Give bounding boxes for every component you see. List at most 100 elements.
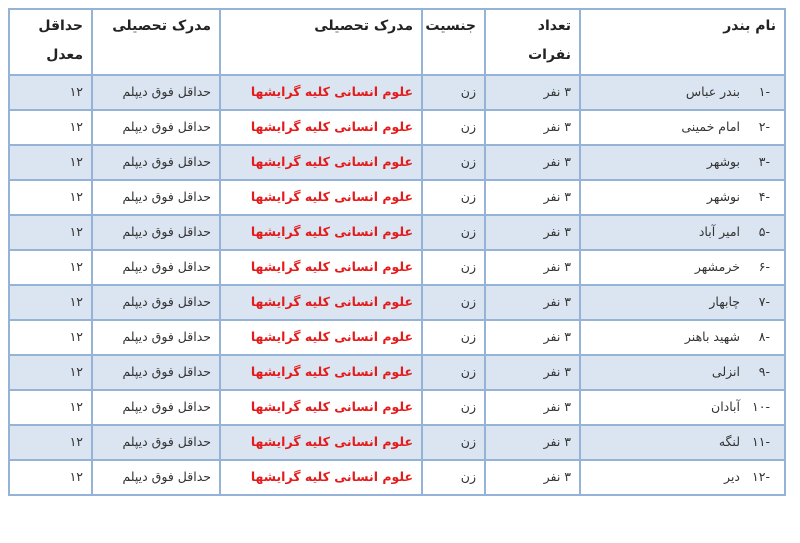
degree-cell: حداقل فوق دیپلم — [91, 389, 221, 426]
count-cell: ۳ نفر — [484, 424, 581, 461]
header-gender: جنسیت — [421, 8, 486, 76]
gender-cell: زن — [421, 389, 486, 426]
gpa-cell: ۱۲ — [8, 284, 93, 321]
gender-cell: زن — [421, 74, 486, 111]
table-row: -۴ نوشهر ۳ نفر زن علوم انسانی کلیه گرایشها حد… — [8, 179, 786, 216]
gender-cell: زن — [421, 459, 486, 496]
table-row: -۱۲ دیر ۳ نفر زن علوم انسانی کلیه گرایشها حدا… — [8, 459, 786, 496]
gender-cell: زن — [421, 354, 486, 391]
count-cell: ۳ نفر — [484, 214, 581, 251]
port-name: بوشهر — [706, 154, 740, 169]
row-number: -۱۱ — [752, 434, 770, 449]
gpa-cell: ۱۲ — [8, 459, 93, 496]
count-cell: ۳ نفر — [484, 109, 581, 146]
degree-cell: حداقل فوق دیپلم — [91, 214, 221, 251]
table-row: -۹ انزلی ۳ نفر زن علوم انسانی کلیه گرایشها حد… — [8, 354, 786, 391]
row-number: -۷ — [758, 294, 770, 309]
ports-table: نام بندر تعداد نفرات جنسیت مدرک تحصیلی م… — [8, 8, 786, 496]
field-cell: علوم انسانی کلیه گرایشها — [219, 319, 423, 356]
port-name: بندر عباس — [685, 84, 740, 99]
gpa-cell: ۱۲ — [8, 249, 93, 286]
table-row: -۱۰ آبادان ۳ نفر زن علوم انسانی کلیه گرایشها… — [8, 389, 786, 426]
field-cell: علوم انسانی کلیه گرایشها — [219, 179, 423, 216]
field-cell: علوم انسانی کلیه گرایشها — [219, 109, 423, 146]
table-row: -۵ امیر آباد ۳ نفر زن علوم انسانی کلیه گرایش… — [8, 214, 786, 251]
degree-cell: حداقل فوق دیپلم — [91, 249, 221, 286]
port-cell: -۱۱ لنگه — [579, 424, 786, 461]
row-number: -۶ — [758, 259, 770, 274]
gender-cell: زن — [421, 179, 486, 216]
row-number: -۳ — [758, 154, 770, 169]
table-row: -۱۱ لنگه ۳ نفر زن علوم انسانی کلیه گرایشها حد… — [8, 424, 786, 461]
gender-cell: زن — [421, 424, 486, 461]
row-number: -۵ — [758, 224, 770, 239]
count-cell: ۳ نفر — [484, 389, 581, 426]
gpa-cell: ۱۲ — [8, 354, 93, 391]
port-cell: -۲ امام خمینی — [579, 109, 786, 146]
port-cell: -۷ چابهار — [579, 284, 786, 321]
gender-cell: زن — [421, 249, 486, 286]
count-cell: ۳ نفر — [484, 179, 581, 216]
count-cell: ۳ نفر — [484, 354, 581, 391]
degree-cell: حداقل فوق دیپلم — [91, 144, 221, 181]
degree-cell: حداقل فوق دیپلم — [91, 179, 221, 216]
gpa-cell: ۱۲ — [8, 214, 93, 251]
header-port-name: نام بندر — [579, 8, 786, 76]
port-name: خرمشهر — [694, 259, 740, 274]
count-cell: ۳ نفر — [484, 319, 581, 356]
table-row: -۷ چابهار ۳ نفر زن علوم انسانی کلیه گرایشها ح… — [8, 284, 786, 321]
port-name: لنگه — [718, 434, 740, 449]
degree-cell: حداقل فوق دیپلم — [91, 109, 221, 146]
port-cell: -۹ انزلی — [579, 354, 786, 391]
degree-cell: حداقل فوق دیپلم — [91, 459, 221, 496]
field-cell: علوم انسانی کلیه گرایشها — [219, 214, 423, 251]
count-cell: ۳ نفر — [484, 284, 581, 321]
port-cell: -۳ بوشهر — [579, 144, 786, 181]
gender-cell: زن — [421, 284, 486, 321]
row-number: -۱ — [758, 84, 770, 99]
gpa-cell: ۱۲ — [8, 74, 93, 111]
port-cell: -۱۲ دیر — [579, 459, 786, 496]
port-name: انزلی — [711, 364, 740, 379]
table-row: -۳ بوشهر ۳ نفر زن علوم انسانی کلیه گرایشها حد… — [8, 144, 786, 181]
count-cell: ۳ نفر — [484, 249, 581, 286]
degree-cell: حداقل فوق دیپلم — [91, 319, 221, 356]
port-name: امام خمینی — [681, 119, 740, 134]
table-row: -۱ بندر عباس ۳ نفر زن علوم انسانی کلیه گرایش… — [8, 74, 786, 111]
port-cell: -۶ خرمشهر — [579, 249, 786, 286]
degree-cell: حداقل فوق دیپلم — [91, 284, 221, 321]
port-name: آبادان — [711, 399, 740, 414]
port-name: دیر — [724, 469, 740, 484]
degree-cell: حداقل فوق دیپلم — [91, 354, 221, 391]
row-number: -۱۰ — [752, 399, 770, 414]
header-row: نام بندر تعداد نفرات جنسیت مدرک تحصیلی م… — [8, 8, 786, 76]
gender-cell: زن — [421, 214, 486, 251]
header-count: تعداد نفرات — [484, 8, 581, 76]
header-field: مدرک تحصیلی — [219, 8, 423, 76]
gpa-cell: ۱۲ — [8, 389, 93, 426]
field-cell: علوم انسانی کلیه گرایشها — [219, 249, 423, 286]
degree-cell: حداقل فوق دیپلم — [91, 74, 221, 111]
header-degree: مدرک تحصیلی — [91, 8, 221, 76]
port-cell: -۵ امیر آباد — [579, 214, 786, 251]
gpa-cell: ۱۲ — [8, 319, 93, 356]
gender-cell: زن — [421, 319, 486, 356]
table-row: -۶ خرمشهر ۳ نفر زن علوم انسانی کلیه گرایشها ح… — [8, 249, 786, 286]
port-name: امیر آباد — [698, 224, 740, 239]
field-cell: علوم انسانی کلیه گرایشها — [219, 144, 423, 181]
gender-cell: زن — [421, 144, 486, 181]
count-cell: ۳ نفر — [484, 459, 581, 496]
port-name: چابهار — [709, 294, 740, 309]
field-cell: علوم انسانی کلیه گرایشها — [219, 459, 423, 496]
field-cell: علوم انسانی کلیه گرایشها — [219, 389, 423, 426]
port-cell: -۱۰ آبادان — [579, 389, 786, 426]
gpa-cell: ۱۲ — [8, 424, 93, 461]
gpa-cell: ۱۲ — [8, 179, 93, 216]
port-cell: -۱ بندر عباس — [579, 74, 786, 111]
field-cell: علوم انسانی کلیه گرایشها — [219, 284, 423, 321]
count-cell: ۳ نفر — [484, 144, 581, 181]
gpa-cell: ۱۲ — [8, 109, 93, 146]
row-number: -۴ — [758, 189, 770, 204]
port-name: شهید باهنر — [684, 329, 740, 344]
port-cell: -۸ شهید باهنر — [579, 319, 786, 356]
